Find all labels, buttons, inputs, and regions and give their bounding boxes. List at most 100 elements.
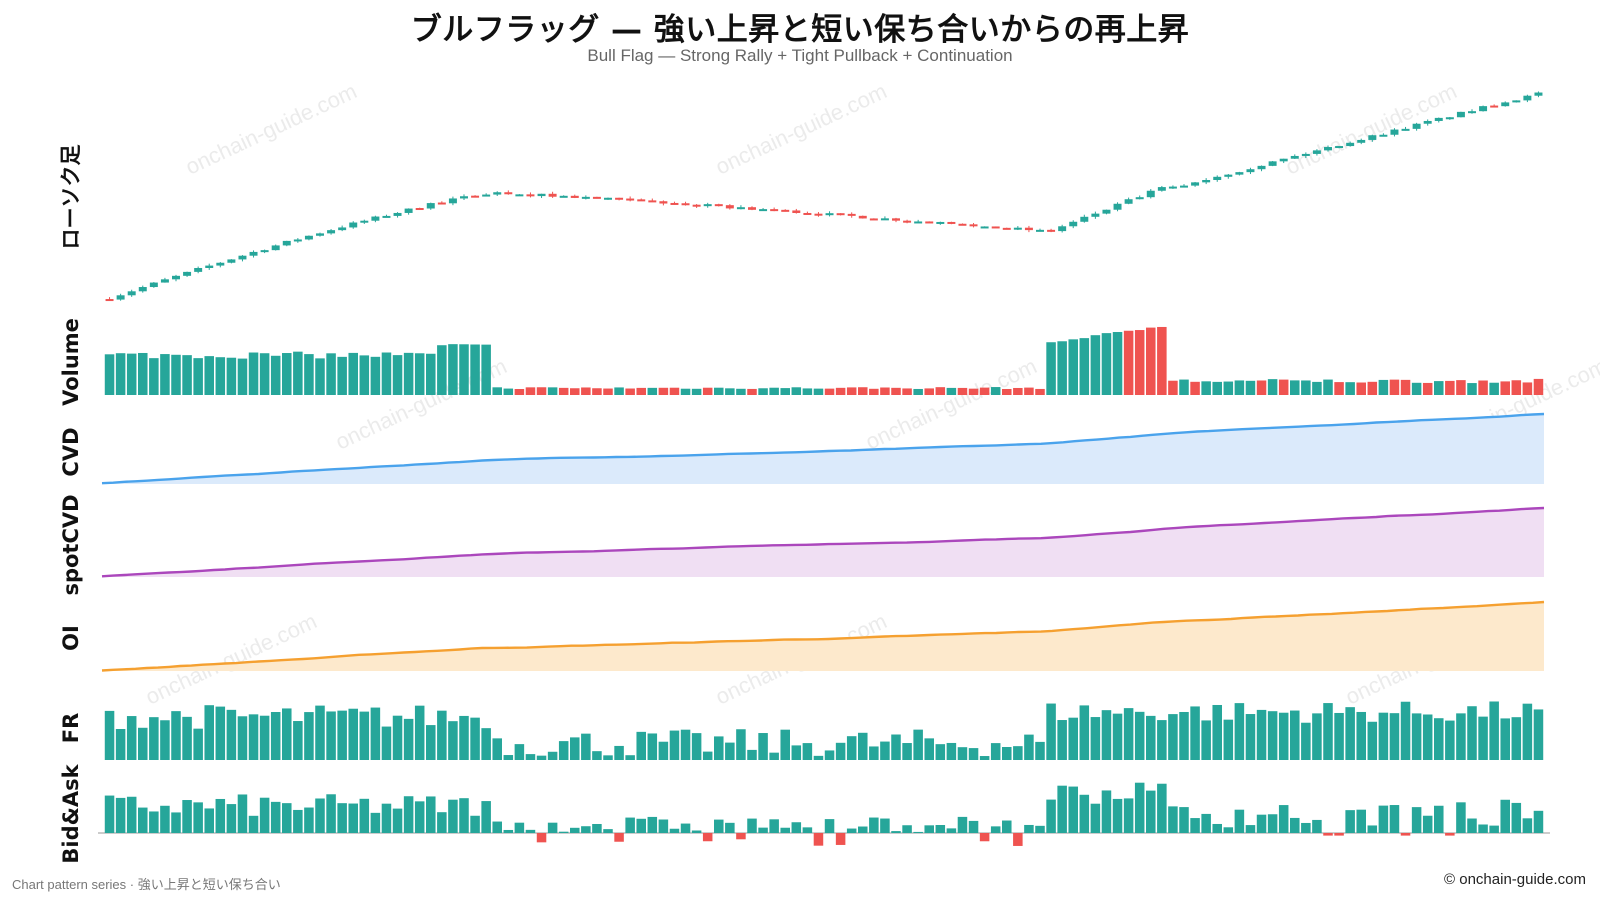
bid-ask-bar xyxy=(725,822,735,833)
candle-body xyxy=(338,227,347,231)
fr-bar xyxy=(1334,712,1344,760)
candle-body xyxy=(592,196,601,199)
bid-ask-bar xyxy=(1378,805,1389,833)
bid-ask-bar xyxy=(293,809,303,833)
fr-bar xyxy=(171,711,181,760)
volume-bar xyxy=(824,388,835,395)
volume-bar xyxy=(115,353,126,395)
panel-label-4: OI xyxy=(59,625,83,651)
volume-bar xyxy=(558,387,569,395)
bid-ask-bar xyxy=(126,796,137,833)
candle-body xyxy=(482,194,491,197)
fr-bar xyxy=(957,747,968,760)
candle-body xyxy=(880,218,889,221)
volume-bar xyxy=(979,387,990,395)
bid-ask-bar xyxy=(282,803,292,833)
volume-bar xyxy=(1223,381,1234,395)
volume-bar xyxy=(215,357,226,395)
fr-bar xyxy=(1511,717,1522,760)
fr-bar xyxy=(126,716,137,760)
fr-bar xyxy=(370,707,381,760)
volume-bar xyxy=(1256,380,1267,395)
fr-bar xyxy=(581,733,591,760)
bid-ask-bar xyxy=(1278,805,1289,833)
fr-bar xyxy=(1035,741,1045,760)
volume-bar xyxy=(1146,327,1156,395)
volume-bar xyxy=(1533,378,1544,395)
volume-bar xyxy=(160,354,170,395)
candle-body xyxy=(1091,213,1100,217)
bid-ask-bar xyxy=(204,808,214,833)
candle-body xyxy=(858,215,867,219)
footer-copyright: © onchain-guide.com xyxy=(1444,871,1586,888)
bid-ask-bar xyxy=(780,827,790,833)
bid-ask-bar xyxy=(259,797,270,833)
candle-body xyxy=(138,287,147,292)
candle-body xyxy=(869,218,878,221)
fr-bar xyxy=(514,744,525,760)
candle-body xyxy=(681,203,690,206)
bid-ask-bar xyxy=(1522,818,1533,833)
fr-bar xyxy=(282,708,292,760)
volume-bar xyxy=(846,387,857,395)
candle-body xyxy=(1002,227,1011,230)
bid-ask-bar xyxy=(603,829,613,833)
volume-bar xyxy=(1278,379,1289,395)
bid-ask-bar xyxy=(957,816,968,833)
volume-bar xyxy=(204,356,214,395)
volume-bar xyxy=(658,387,669,395)
bid-ask-bar xyxy=(304,807,314,833)
candle-body xyxy=(160,279,169,283)
bid-ask-bar xyxy=(392,808,403,833)
bid-ask-bar xyxy=(270,801,281,833)
volume-bar xyxy=(1522,382,1533,395)
panel-label-2: CVD xyxy=(59,427,83,476)
fr-bar xyxy=(725,742,735,760)
candle-body xyxy=(127,291,136,296)
bid-ask-bar xyxy=(160,805,170,833)
bid-ask-bar xyxy=(381,803,392,833)
volume-bar xyxy=(780,388,790,395)
fr-bar xyxy=(558,741,569,760)
volume-bar xyxy=(758,388,768,395)
volume-bar xyxy=(326,353,336,395)
volume-bar xyxy=(1411,382,1422,395)
fr-bar xyxy=(359,711,370,760)
bid-ask-bar xyxy=(691,830,702,833)
candle-body xyxy=(969,224,978,227)
bid-ask-bar xyxy=(1267,814,1278,833)
volume-bar xyxy=(248,352,259,395)
candle-body xyxy=(293,239,302,242)
fr-bar xyxy=(1456,713,1466,760)
fr-bar xyxy=(891,734,901,760)
bid-ask-bar xyxy=(1400,833,1411,836)
fr-bar xyxy=(215,706,226,760)
fr-bar xyxy=(1057,720,1067,760)
candle-body xyxy=(1368,135,1377,140)
oi-line xyxy=(101,600,1545,672)
volume-bar xyxy=(381,352,392,395)
candle-body xyxy=(205,265,214,268)
candle-body xyxy=(327,230,336,234)
volume-bar xyxy=(1367,381,1378,395)
fr-bar xyxy=(160,720,170,760)
volume-bar xyxy=(171,354,181,395)
fr-bar xyxy=(747,749,757,760)
fr-bar xyxy=(1168,714,1178,760)
candle-body xyxy=(1047,229,1056,232)
volume-bar xyxy=(1157,326,1167,395)
candle-body xyxy=(1191,182,1200,186)
volume-bar xyxy=(1500,381,1510,395)
fr-bar xyxy=(459,715,469,760)
candle-body xyxy=(1013,227,1022,230)
candle-body xyxy=(249,251,258,256)
bid-ask-bar xyxy=(481,801,491,833)
candle-body xyxy=(504,192,513,195)
volume-bar xyxy=(138,352,148,395)
bid-ask-bar xyxy=(747,818,757,833)
volume-bar xyxy=(503,388,514,395)
bid-ask-bar xyxy=(1445,833,1455,836)
bid-ask-bar xyxy=(492,821,502,833)
candle-body xyxy=(227,259,236,263)
volume-bar xyxy=(880,387,890,395)
